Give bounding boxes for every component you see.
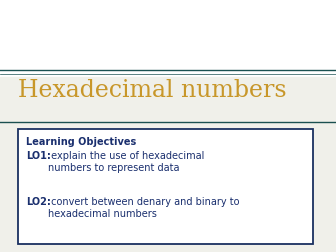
Text: explain the use of hexadecimal
numbers to represent data: explain the use of hexadecimal numbers t… bbox=[48, 151, 204, 173]
Text: convert between denary and binary to
hexadecimal numbers: convert between denary and binary to hex… bbox=[48, 197, 240, 218]
Text: LO2:: LO2: bbox=[26, 197, 51, 207]
Bar bbox=[0, 77, 336, 252]
Bar bbox=[0, 0, 336, 77]
Text: LO1:: LO1: bbox=[26, 151, 51, 161]
FancyBboxPatch shape bbox=[18, 129, 313, 244]
Text: Learning Objectives: Learning Objectives bbox=[26, 137, 136, 147]
Text: Hexadecimal numbers: Hexadecimal numbers bbox=[18, 79, 287, 102]
